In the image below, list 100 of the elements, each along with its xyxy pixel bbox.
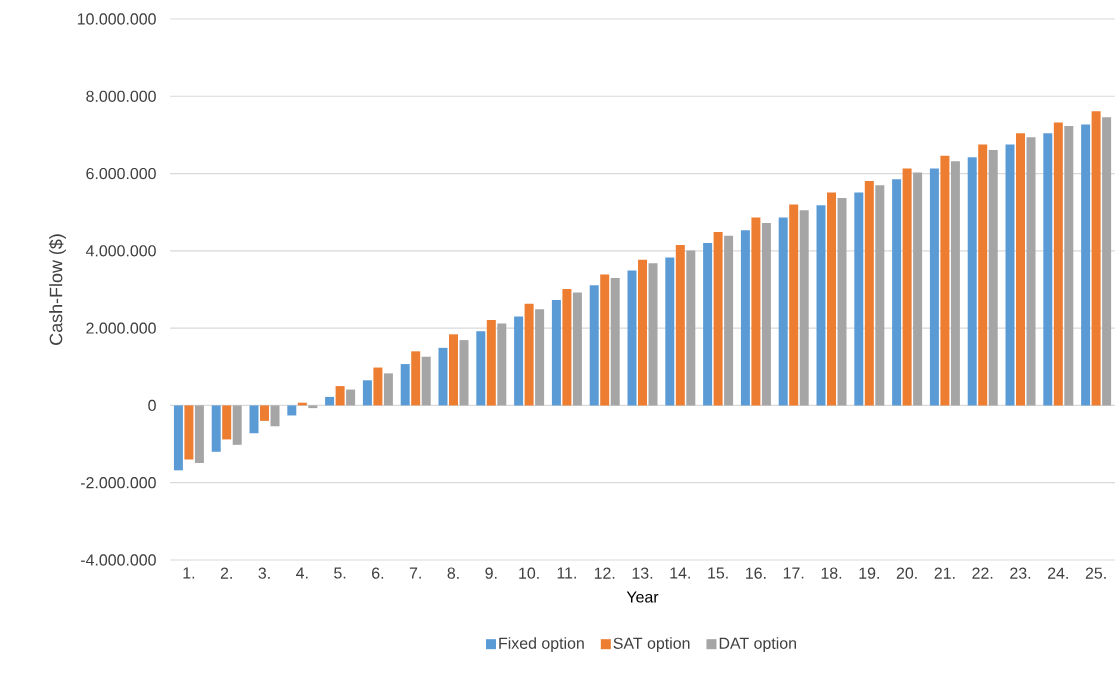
bar [875,185,885,406]
x-tick-label: 20. [896,567,917,579]
x-tick-label: 14. [670,567,690,579]
bar [373,367,383,406]
bar [827,192,837,406]
x-tick-label: 2. [220,567,232,579]
y-tick-label: 8.000.000 [86,90,156,102]
bar [1102,117,1112,406]
bar [892,179,902,406]
bar [438,347,448,406]
bar [1064,126,1074,406]
bar [308,405,318,409]
bar [1043,133,1053,406]
y-tick-label: 10.000.000 [77,13,156,25]
x-tick-label: 24. [1048,567,1068,579]
y-tick-label: -2.000.000 [80,477,156,489]
legend-label: Fixed option [499,637,584,653]
bar [854,192,864,406]
bar [335,386,345,406]
bar [648,263,658,406]
x-axis-title: Year [626,591,659,603]
bar [497,323,507,406]
x-tick-label: 1. [183,567,195,579]
bar [1026,137,1036,406]
bar [751,217,761,406]
bar [589,285,599,406]
x-tick-label: 5. [334,567,346,579]
x-tick-label: 21. [934,567,955,579]
bar [610,277,620,406]
bar [913,172,923,406]
x-tick-label: 23. [1010,567,1031,579]
bar [940,155,950,406]
bar [400,364,410,406]
bar [411,351,421,406]
bar [362,380,372,406]
legend-label: SAT option [613,637,690,653]
bar [778,217,788,406]
bar [864,180,874,406]
x-tick-label: 6. [372,567,384,579]
bar [421,356,431,406]
bar [789,204,799,406]
bar [346,389,356,406]
bar [476,331,486,406]
x-tick-label: 7. [409,567,421,579]
bar [184,405,194,460]
bar [249,405,259,434]
bar [232,405,242,445]
x-tick-label: 4. [296,567,308,579]
bar [665,257,675,406]
bar [675,245,685,406]
bar [988,149,998,406]
x-tick-label: 18. [821,567,842,579]
bar [627,270,637,406]
bar [1053,122,1063,406]
bar [686,250,696,406]
y-tick-label: 6.000.000 [86,167,156,180]
bar [260,405,270,421]
bar [600,274,610,406]
bar [449,334,459,406]
x-tick-label: 9. [485,567,497,579]
bar [713,231,723,406]
bar [173,405,183,471]
bar [524,303,534,406]
bar [816,205,826,406]
x-tick-label: 12. [594,567,615,579]
y-tick-label: 4.000.000 [85,245,156,257]
bar [194,405,204,463]
y-tick-label: -4.000.000 [80,554,156,566]
x-tick-label: 25. [1085,567,1106,579]
x-tick-label: 8. [447,567,459,579]
x-tick-label: 19. [859,567,879,579]
bar [486,320,496,406]
legend-label: DAT option [719,637,796,653]
bar [211,405,221,452]
x-tick-label: 10. [519,567,539,579]
bar [1081,124,1091,406]
y-axis-title: Cash-Flow ($) [48,234,66,345]
bar [902,168,912,406]
bar [837,197,847,406]
x-tick-label: 15. [708,567,728,579]
bar [459,340,469,406]
x-tick-label: 17. [783,567,804,579]
y-tick-label: 2.000.000 [86,322,156,334]
y-tick-label: 0 [148,399,156,412]
bar [325,396,335,406]
bar [978,144,988,406]
bar [551,299,561,406]
bar [740,230,750,406]
bar [562,289,572,406]
x-tick-label: 22. [972,567,993,579]
x-tick-label: 13. [632,567,653,579]
bar [724,235,734,406]
bar [967,157,977,406]
bar [222,405,232,440]
bar [535,309,545,406]
bar [1005,144,1015,406]
bar [1091,111,1101,406]
bar [799,210,809,406]
x-tick-label: 16. [746,567,766,579]
bar [703,243,713,406]
